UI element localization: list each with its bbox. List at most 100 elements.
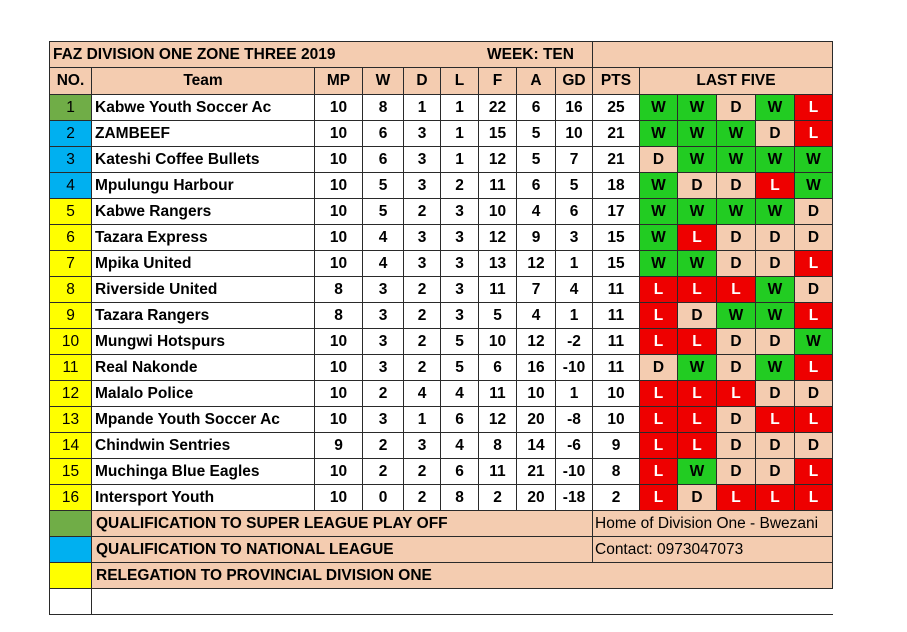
- mp-cell: 10: [314, 172, 363, 199]
- team-name-cell: Malalo Police: [91, 380, 315, 407]
- w-cell: 3: [362, 406, 404, 433]
- form-result-cell: L: [794, 120, 833, 147]
- f-cell: 12: [478, 406, 517, 433]
- blank-cell: [49, 588, 92, 615]
- form-result-cell: W: [755, 198, 795, 225]
- form-result-cell: L: [794, 458, 833, 485]
- f-cell: 22: [478, 94, 517, 121]
- form-result-cell: L: [716, 380, 756, 407]
- team-name-cell: Kateshi Coffee Bullets: [91, 146, 315, 173]
- mp-cell: 10: [314, 94, 363, 121]
- d-cell: 3: [403, 146, 441, 173]
- a-cell: 21: [516, 458, 556, 485]
- mp-cell: 10: [314, 380, 363, 407]
- form-result-cell: W: [639, 250, 678, 277]
- form-result-cell: L: [755, 406, 795, 433]
- gd-cell: -10: [555, 354, 593, 381]
- a-cell: 4: [516, 198, 556, 225]
- form-result-cell: D: [794, 276, 833, 303]
- mp-cell: 10: [314, 224, 363, 251]
- form-result-cell: D: [716, 250, 756, 277]
- header-w: W: [362, 67, 404, 95]
- w-cell: 6: [362, 120, 404, 147]
- form-result-cell: W: [716, 120, 756, 147]
- l-cell: 6: [440, 458, 479, 485]
- header-mp: MP: [314, 67, 363, 95]
- a-cell: 6: [516, 94, 556, 121]
- f-cell: 11: [478, 172, 517, 199]
- form-result-cell: L: [794, 484, 833, 511]
- gd-cell: 7: [555, 146, 593, 173]
- form-result-cell: W: [677, 458, 717, 485]
- l-cell: 3: [440, 198, 479, 225]
- blank-cell: [91, 588, 833, 615]
- legend-row: RELEGATION TO PROVINCIAL DIVISION ONE: [49, 562, 833, 589]
- team-name-cell: Muchinga Blue Eagles: [91, 458, 315, 485]
- a-cell: 9: [516, 224, 556, 251]
- pts-cell: 17: [592, 198, 640, 225]
- form-result-cell: D: [716, 224, 756, 251]
- form-result-cell: L: [639, 276, 678, 303]
- header-last-five: LAST FIVE: [639, 67, 833, 95]
- team-name-cell: Mpande Youth Soccer Ac: [91, 406, 315, 433]
- form-result-cell: W: [716, 198, 756, 225]
- form-result-cell: W: [755, 302, 795, 329]
- gd-cell: -8: [555, 406, 593, 433]
- header-d: D: [403, 67, 441, 95]
- form-result-cell: L: [677, 276, 717, 303]
- f-cell: 11: [478, 458, 517, 485]
- f-cell: 8: [478, 432, 517, 459]
- table-row: 16 Intersport Youth 10 0 2 8 2 20 -18 2 L D L L L: [49, 484, 833, 511]
- contact-info: Contact: 0973047073: [592, 536, 833, 563]
- week-label: WEEK: TEN: [487, 45, 574, 63]
- form-result-cell: W: [794, 146, 833, 173]
- position-cell: 6: [49, 224, 92, 251]
- team-name-cell: Riverside United: [91, 276, 315, 303]
- a-cell: 16: [516, 354, 556, 381]
- a-cell: 12: [516, 328, 556, 355]
- form-result-cell: D: [677, 172, 717, 199]
- table-row: 11 Real Nakonde 10 3 2 5 6 16 -10 11 D W D W L: [49, 354, 833, 381]
- w-cell: 3: [362, 302, 404, 329]
- gd-cell: 6: [555, 198, 593, 225]
- form-result-cell: W: [677, 354, 717, 381]
- position-cell: 8: [49, 276, 92, 303]
- l-cell: 4: [440, 380, 479, 407]
- mp-cell: 8: [314, 302, 363, 329]
- pts-cell: 8: [592, 458, 640, 485]
- d-cell: 2: [403, 354, 441, 381]
- a-cell: 5: [516, 120, 556, 147]
- position-cell: 16: [49, 484, 92, 511]
- form-result-cell: D: [716, 406, 756, 433]
- form-result-cell: L: [677, 432, 717, 459]
- form-result-cell: W: [755, 276, 795, 303]
- mp-cell: 10: [314, 406, 363, 433]
- form-result-cell: L: [794, 94, 833, 121]
- form-result-cell: W: [677, 146, 717, 173]
- w-cell: 4: [362, 250, 404, 277]
- table-row: 6 Tazara Express 10 4 3 3 12 9 3 15 W L D D D: [49, 224, 833, 251]
- w-cell: 5: [362, 172, 404, 199]
- gd-cell: 1: [555, 302, 593, 329]
- d-cell: 3: [403, 120, 441, 147]
- f-cell: 13: [478, 250, 517, 277]
- d-cell: 2: [403, 276, 441, 303]
- a-cell: 5: [516, 146, 556, 173]
- legend-swatch: [49, 562, 92, 589]
- d-cell: 2: [403, 484, 441, 511]
- header-f: F: [478, 67, 517, 95]
- a-cell: 20: [516, 484, 556, 511]
- table-row: 15 Muchinga Blue Eagles 10 2 2 6 11 21 -10 8 L W D D L: [49, 458, 833, 485]
- form-result-cell: L: [794, 406, 833, 433]
- team-name-cell: Mpulungu Harbour: [91, 172, 315, 199]
- a-cell: 4: [516, 302, 556, 329]
- form-result-cell: D: [755, 432, 795, 459]
- table-row: 13 Mpande Youth Soccer Ac 10 3 1 6 12 20 -8 10 L L D…: [49, 406, 833, 433]
- w-cell: 0: [362, 484, 404, 511]
- d-cell: 3: [403, 172, 441, 199]
- position-cell: 1: [49, 94, 92, 121]
- form-result-cell: L: [639, 458, 678, 485]
- w-cell: 4: [362, 224, 404, 251]
- table-row: 3 Kateshi Coffee Bullets 10 6 3 1 12 5 7 21 D W W W W: [49, 146, 833, 173]
- pts-cell: 18: [592, 172, 640, 199]
